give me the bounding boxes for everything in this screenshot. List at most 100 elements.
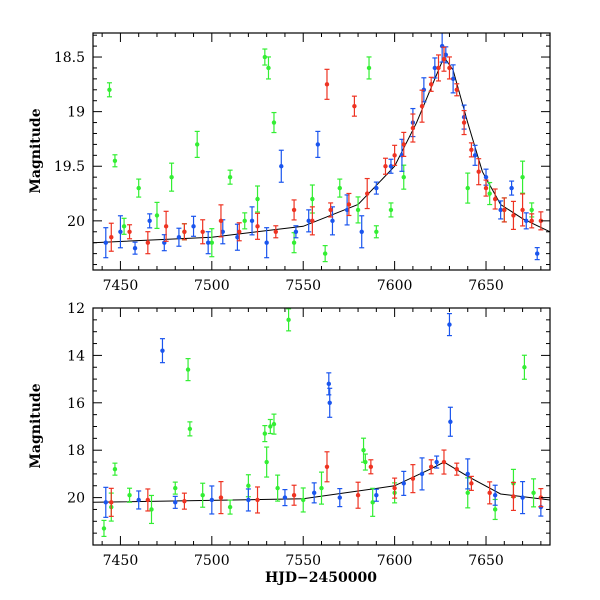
top-data-point (344, 207, 350, 213)
top-data-point (249, 218, 255, 224)
top-data-point (235, 235, 240, 240)
top-data-point (509, 185, 514, 191)
top-data-point (182, 229, 187, 234)
top-data-point (242, 218, 247, 224)
top-data-point (279, 164, 284, 169)
top-data-point (118, 229, 123, 234)
top-data-point (291, 240, 297, 245)
bot-data-point (419, 471, 425, 477)
bot-data-point (209, 497, 215, 503)
bot-data-point (370, 500, 375, 505)
top-data-point (352, 103, 357, 109)
top-data-point (330, 218, 335, 224)
top-model-curve (93, 55, 550, 244)
top-data-point (291, 207, 297, 213)
top-data-point (483, 174, 489, 180)
bot-data-point (448, 419, 453, 424)
top-data-point (454, 87, 459, 92)
top-data-point (107, 87, 112, 92)
top-model-curve-group (93, 55, 550, 244)
top-data-point (428, 82, 434, 87)
bot-y-tick-label: 18 (67, 443, 85, 459)
bot-data-point (337, 495, 342, 500)
bottom-plot-frame (92, 307, 551, 546)
top-data-point (121, 224, 127, 229)
top-data-point (465, 185, 470, 191)
top-data-point (255, 196, 260, 202)
top-data-point (359, 229, 364, 234)
top-data-point (447, 65, 452, 71)
bot-x-tick-label: 7550 (285, 553, 321, 569)
bot-data-point (522, 365, 527, 370)
bot-data-point (246, 483, 251, 488)
bot-data-point (410, 476, 416, 481)
bot-data-point (200, 493, 205, 498)
top-data-point (443, 52, 449, 58)
top-data-point (306, 218, 311, 224)
bot-data-point (109, 500, 114, 505)
bot-data-point (434, 459, 439, 465)
top-y-tick-label: 19.5 (54, 159, 85, 175)
top-data-point (410, 125, 416, 131)
bot-data-point (428, 464, 434, 469)
bot-data-point (112, 466, 118, 472)
bot-data-point (368, 464, 374, 469)
bot-data-point (327, 400, 332, 405)
bot-x-tick-label: 7500 (194, 553, 230, 569)
bot-data-point (465, 471, 470, 477)
top-data-point (529, 218, 534, 224)
bot-data-point (441, 459, 447, 465)
bot-data-point (103, 500, 108, 505)
bot-data-point (374, 493, 379, 498)
bot-data-point (187, 426, 193, 432)
bottom-points-group (101, 308, 544, 538)
top-data-point (293, 229, 299, 234)
top-data-point (163, 224, 169, 229)
bot-data-point (275, 485, 280, 491)
bot-data-point (492, 493, 498, 498)
bot-data-point (511, 494, 516, 499)
bot-data-point (301, 497, 306, 503)
top-data-point (132, 245, 138, 251)
top-data-point (366, 65, 372, 71)
top-data-point (472, 153, 478, 158)
top-data-point (388, 207, 394, 213)
top-data-point (322, 251, 328, 256)
top-data-point (169, 174, 174, 180)
bot-data-point (160, 348, 165, 353)
bot-data-point (262, 431, 268, 436)
bot-data-point (492, 507, 498, 512)
top-data-point (218, 218, 224, 224)
top-data-point (469, 147, 474, 153)
top-data-point (315, 142, 321, 147)
bot-data-point (538, 495, 544, 500)
top-x-tick-label: 7450 (103, 278, 139, 294)
bot-x-tick-label: 7450 (103, 553, 139, 569)
top-data-point (103, 240, 108, 245)
bot-data-point (319, 485, 324, 491)
top-data-point (383, 164, 388, 169)
top-data-point (388, 164, 394, 169)
top-data-point (266, 65, 271, 71)
top-data-point (392, 153, 397, 158)
bottom-y-axis-label: Magnitude (28, 383, 44, 468)
top-data-point (346, 202, 352, 207)
top-data-point (220, 229, 225, 234)
top-data-point (145, 240, 151, 245)
top-data-point (147, 218, 152, 224)
bot-x-tick-label: 7650 (468, 553, 504, 569)
top-data-point (461, 120, 467, 125)
bot-data-point (487, 490, 492, 496)
top-data-point (209, 240, 215, 245)
bot-data-point (286, 317, 291, 323)
top-data-point (191, 224, 196, 229)
top-y-tick-label: 20 (67, 214, 85, 230)
bot-data-point (255, 497, 260, 503)
top-data-point (136, 185, 141, 191)
bot-data-point (355, 493, 361, 498)
top-plot-frame (92, 32, 551, 271)
top-data-point (176, 235, 182, 240)
top-data-point (450, 76, 456, 82)
top-data-point (520, 174, 525, 180)
